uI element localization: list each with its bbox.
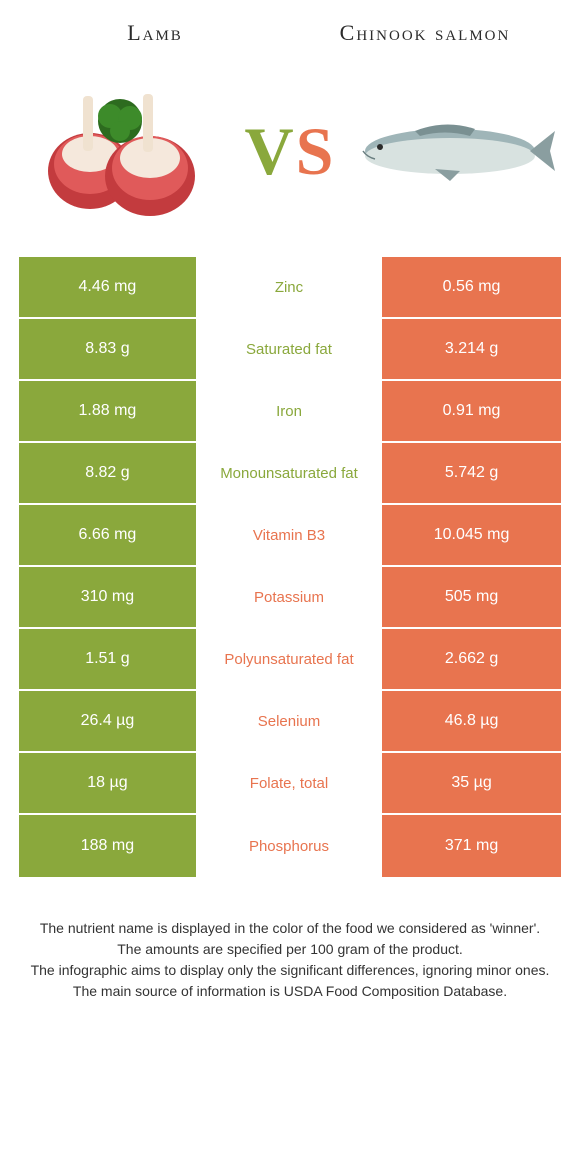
salmon-value: 35 µg <box>382 753 561 813</box>
nutrient-name: Folate, total <box>198 753 382 813</box>
lamb-value: 1.51 g <box>19 629 198 689</box>
header: Lamb Chinook salmon <box>0 0 580 56</box>
salmon-value: 505 mg <box>382 567 561 627</box>
salmon-image <box>350 66 560 236</box>
salmon-value: 0.91 mg <box>382 381 561 441</box>
lamb-value: 1.88 mg <box>19 381 198 441</box>
lamb-value: 188 mg <box>19 815 198 877</box>
nutrient-name: Selenium <box>198 691 382 751</box>
salmon-value: 2.662 g <box>382 629 561 689</box>
lamb-value: 18 µg <box>19 753 198 813</box>
nutrient-name: Monounsaturated fat <box>198 443 382 503</box>
vs-v-letter: V <box>245 113 296 189</box>
table-row: 310 mgPotassium505 mg <box>19 567 561 629</box>
nutrient-name: Zinc <box>198 257 382 317</box>
nutrient-name: Potassium <box>198 567 382 627</box>
salmon-value: 5.742 g <box>382 443 561 503</box>
salmon-value: 3.214 g <box>382 319 561 379</box>
table-row: 1.88 mgIron0.91 mg <box>19 381 561 443</box>
table-row: 18 µgFolate, total35 µg <box>19 753 561 815</box>
footer-notes: The nutrient name is displayed in the co… <box>0 878 580 1022</box>
lamb-value: 6.66 mg <box>19 505 198 565</box>
lamb-value: 8.82 g <box>19 443 198 503</box>
table-row: 8.82 gMonounsaturated fat5.742 g <box>19 443 561 505</box>
nutrient-table: 4.46 mgZinc0.56 mg8.83 gSaturated fat3.2… <box>18 256 562 878</box>
nutrient-name: Phosphorus <box>198 815 382 877</box>
vs-s-letter: S <box>296 113 336 189</box>
lamb-value: 8.83 g <box>19 319 198 379</box>
lamb-value: 4.46 mg <box>19 257 198 317</box>
table-row: 8.83 gSaturated fat3.214 g <box>19 319 561 381</box>
footer-line: The nutrient name is displayed in the co… <box>30 918 550 939</box>
table-row: 188 mgPhosphorus371 mg <box>19 815 561 877</box>
footer-line: The amounts are specified per 100 gram o… <box>30 939 550 960</box>
lamb-image <box>20 66 230 236</box>
table-row: 6.66 mgVitamin B310.045 mg <box>19 505 561 567</box>
footer-line: The infographic aims to display only the… <box>30 960 550 981</box>
table-row: 26.4 µgSelenium46.8 µg <box>19 691 561 753</box>
nutrient-name: Saturated fat <box>198 319 382 379</box>
lamb-value: 26.4 µg <box>19 691 198 751</box>
salmon-value: 371 mg <box>382 815 561 877</box>
salmon-value: 46.8 µg <box>382 691 561 751</box>
lamb-value: 310 mg <box>19 567 198 627</box>
nutrient-name: Polyunsaturated fat <box>198 629 382 689</box>
nutrient-name: Vitamin B3 <box>198 505 382 565</box>
images-row: VS <box>0 56 580 256</box>
footer-line: The main source of information is USDA F… <box>30 981 550 1002</box>
right-food-title: Chinook salmon <box>290 20 560 46</box>
salmon-value: 10.045 mg <box>382 505 561 565</box>
vs-label: VS <box>230 112 350 191</box>
table-row: 1.51 gPolyunsaturated fat2.662 g <box>19 629 561 691</box>
table-row: 4.46 mgZinc0.56 mg <box>19 257 561 319</box>
salmon-value: 0.56 mg <box>382 257 561 317</box>
left-food-title: Lamb <box>20 20 290 46</box>
nutrient-name: Iron <box>198 381 382 441</box>
